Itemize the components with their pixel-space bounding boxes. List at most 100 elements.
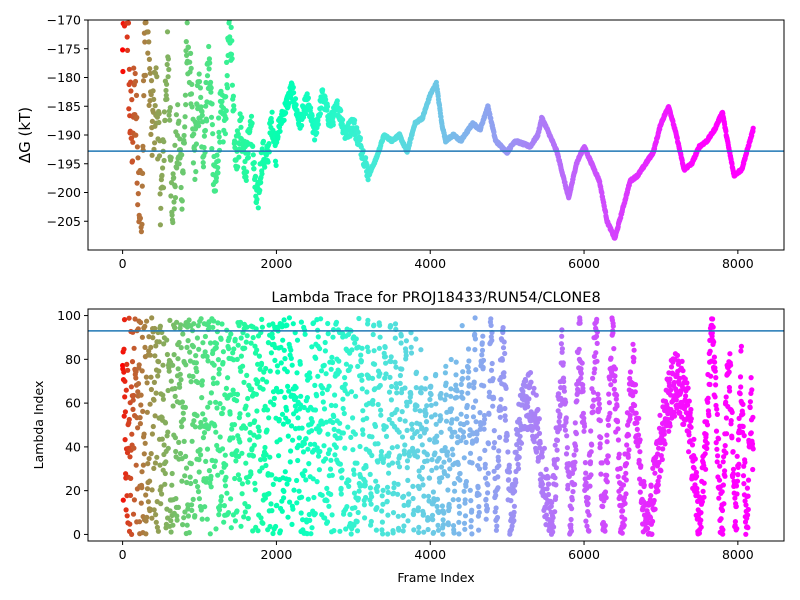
lambda-point <box>237 319 244 325</box>
lambda-point <box>271 402 277 408</box>
lambda-point <box>355 509 361 516</box>
lambda-point <box>378 449 385 455</box>
lambda-point <box>738 348 744 354</box>
lambda-point <box>153 343 159 349</box>
lambda-point <box>525 404 531 410</box>
lambda-point <box>490 376 496 382</box>
lambda-point <box>691 436 697 442</box>
lambda-point <box>588 472 594 478</box>
lambda-point <box>327 466 334 472</box>
lambda-point <box>719 507 726 514</box>
lambda-point <box>252 487 258 493</box>
lambda-point <box>370 331 376 338</box>
lambda-point <box>399 434 406 440</box>
lambda-point <box>685 385 691 391</box>
dg-point <box>130 139 136 145</box>
lambda-point <box>206 468 212 474</box>
lambda-point <box>552 509 558 515</box>
lambda-point <box>586 512 592 518</box>
lambda-point <box>238 353 244 359</box>
lambda-point <box>294 500 300 506</box>
lambda-point <box>531 385 537 391</box>
lambda-point <box>299 425 305 431</box>
lambda-point <box>188 379 194 385</box>
lambda-point <box>285 514 291 520</box>
lambda-point <box>699 499 706 505</box>
lambda-point <box>666 428 672 434</box>
lambda-point <box>707 381 713 388</box>
lambda-point <box>408 391 414 397</box>
lambda-point <box>248 340 254 346</box>
lambda-point <box>316 467 322 473</box>
lambda-point <box>716 436 722 442</box>
y-tick-label: 60 <box>65 396 81 411</box>
dg-point <box>140 143 146 149</box>
lambda-point <box>476 492 482 498</box>
dg-panel: 0 2000 4000 6000 8000 −170−175−180−185−190−1… <box>16 13 785 271</box>
lambda-point <box>469 507 475 513</box>
lambda-point <box>415 448 421 454</box>
lambda-point <box>745 493 751 499</box>
lambda-point <box>237 439 243 445</box>
lambda-point <box>723 394 729 400</box>
lambda-point <box>162 420 169 426</box>
lambda-point <box>426 475 433 481</box>
lambda-point <box>388 358 394 365</box>
lambda-point <box>136 362 142 368</box>
x-tick-label: 8000 <box>722 256 754 271</box>
lambda-point <box>738 343 745 349</box>
lambda-point <box>708 373 714 379</box>
lambda-point <box>284 481 290 487</box>
lambda-point <box>282 356 288 362</box>
lambda-point <box>563 415 569 421</box>
dg-point <box>162 117 168 123</box>
lambda-point <box>647 515 654 521</box>
lambda-point <box>367 471 373 477</box>
lambda-point <box>164 351 170 358</box>
lambda-point <box>466 382 472 388</box>
lambda-point <box>375 459 381 465</box>
lambda-point <box>584 523 590 529</box>
lambda-point <box>561 388 568 394</box>
lambda-point <box>199 516 205 522</box>
lambda-point <box>286 315 292 321</box>
dg-point <box>161 139 167 145</box>
lambda-point <box>481 420 487 426</box>
lambda-point <box>342 445 348 451</box>
lambda-point <box>716 477 723 483</box>
lambda-point <box>253 391 259 397</box>
lambda-point <box>176 439 182 445</box>
lambda-point <box>197 447 203 453</box>
lambda-point <box>704 445 710 452</box>
lambda-point <box>680 368 686 374</box>
lambda-point <box>660 446 666 452</box>
lambda-point <box>446 457 453 463</box>
lambda-point <box>202 349 208 355</box>
lambda-point <box>369 375 376 381</box>
lambda-point <box>605 460 611 466</box>
lambda-point <box>686 398 692 404</box>
lambda-point <box>349 347 355 353</box>
lambda-point <box>545 491 552 498</box>
lambda-point <box>240 363 246 369</box>
dg-point <box>207 60 213 66</box>
lambda-point <box>419 425 425 431</box>
lambda-point <box>330 419 336 426</box>
lambda-point <box>396 464 403 470</box>
lambda-point <box>226 346 232 352</box>
dg-point <box>209 101 215 107</box>
lambda-point <box>139 485 145 491</box>
lambda-point <box>374 505 380 511</box>
lambda-point <box>578 375 584 381</box>
lambda-point <box>220 349 226 355</box>
lambda-point <box>383 360 389 366</box>
lambda-point <box>370 401 376 407</box>
lambda-point <box>194 335 200 341</box>
lambda-point <box>395 481 401 487</box>
lambda-point <box>151 397 157 403</box>
lambda-point <box>229 426 235 432</box>
lambda-point <box>128 384 134 390</box>
lambda-point <box>713 440 719 446</box>
lambda-point <box>313 355 319 361</box>
lambda-point <box>293 395 299 401</box>
